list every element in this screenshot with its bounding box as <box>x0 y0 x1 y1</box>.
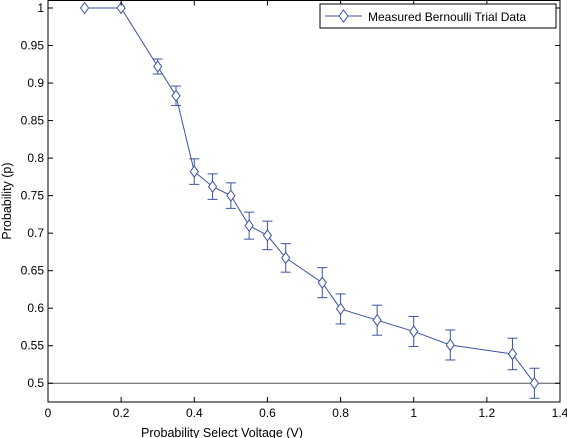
data-point-diamond <box>445 338 455 352</box>
x-tick-label: 0.6 <box>259 406 276 420</box>
x-tick-label: 0 <box>45 406 52 420</box>
plot-frame <box>47 0 561 403</box>
x-axis-label: Probability Select Voltage (V) <box>141 426 303 438</box>
y-axis-label: Probability (p) <box>0 162 14 239</box>
x-tick-label: 0.2 <box>113 406 130 420</box>
data-point-diamond <box>79 1 90 15</box>
data-point-diamond <box>244 219 254 232</box>
data-point-diamond <box>226 189 236 202</box>
data-point-diamond <box>529 376 540 390</box>
x-tick-label: 1.4 <box>552 406 567 420</box>
plot-background <box>48 0 560 402</box>
data-point-diamond <box>281 251 291 265</box>
data-point-diamond <box>171 89 181 103</box>
tick-layer: 0 0.2 0.4 0.6 0.8 1 1.2 1.4 0.5 0.55 0.6 0.65 0.7 0.7… <box>21 0 567 420</box>
y-tick-label: 0.75 <box>21 189 45 203</box>
data-point-diamond <box>153 60 163 73</box>
y-tick-label: 0.95 <box>21 39 45 53</box>
x-tick-label: 1.2 <box>479 406 496 420</box>
y-tick-label: 0.6 <box>27 301 44 315</box>
y-tick-label: 0.65 <box>21 264 45 278</box>
data-point-diamond <box>116 1 126 15</box>
data-point-diamond <box>207 180 218 193</box>
x-tick-label: 1 <box>410 406 417 420</box>
x-tick-label: 0.4 <box>186 406 203 420</box>
y-tick-label: 0.5 <box>27 376 44 390</box>
series-layer <box>79 1 540 399</box>
y-tick-label: 0.7 <box>27 226 44 240</box>
data-point-diamond <box>335 302 346 316</box>
data-point-diamond <box>409 325 419 338</box>
y-tick-label: 1 <box>37 1 44 15</box>
y-tick-label: 0.85 <box>21 114 45 128</box>
legend-diamond-marker <box>338 9 349 23</box>
y-tick-label: 0.8 <box>27 151 44 165</box>
y-tick-label: 0.9 <box>27 76 44 90</box>
data-point-diamond <box>372 313 382 327</box>
x-tick-label: 0.8 <box>332 406 349 420</box>
data-point-diamond <box>317 276 327 290</box>
data-point-diamond <box>507 347 518 361</box>
legend: Measured Bernoulli Trial Data <box>319 3 557 29</box>
data-point-diamond <box>262 229 273 242</box>
data-point-diamond <box>189 165 199 178</box>
legend-label: Measured Bernoulli Trial Data <box>368 10 526 24</box>
y-tick-label: 0.55 <box>21 339 45 353</box>
